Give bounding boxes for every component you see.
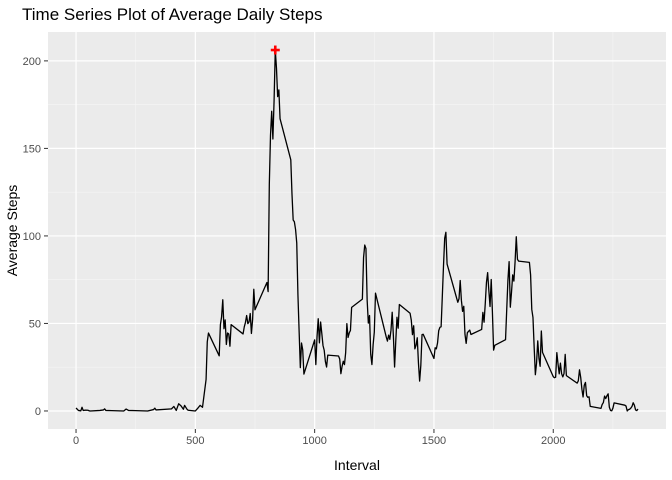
y-axis: 0 50 100 150 200 — [23, 56, 48, 418]
max-point-marker — [270, 45, 280, 55]
x-axis: 0 500 1000 1500 2000 — [73, 429, 565, 447]
x-tick-label: 2000 — [541, 435, 565, 447]
chart-title: Time Series Plot of Average Daily Steps — [22, 5, 322, 24]
y-tick-label: 100 — [23, 231, 41, 243]
series-line-average-steps — [75, 49, 639, 412]
x-tick-label: 0 — [73, 435, 79, 447]
x-tick-label: 1000 — [302, 435, 326, 447]
x-tick-label: 500 — [186, 435, 204, 447]
y-axis-title: Average Steps — [4, 185, 20, 277]
y-tick-label: 150 — [23, 143, 41, 155]
y-tick-label: 0 — [35, 406, 41, 418]
grid-minor — [48, 32, 666, 429]
plot-panel — [48, 32, 666, 429]
x-tick-label: 1500 — [422, 435, 446, 447]
x-axis-title: Interval — [334, 457, 380, 473]
y-tick-label: 200 — [23, 56, 41, 68]
y-tick-label: 50 — [29, 318, 41, 330]
grid-major — [48, 32, 666, 429]
